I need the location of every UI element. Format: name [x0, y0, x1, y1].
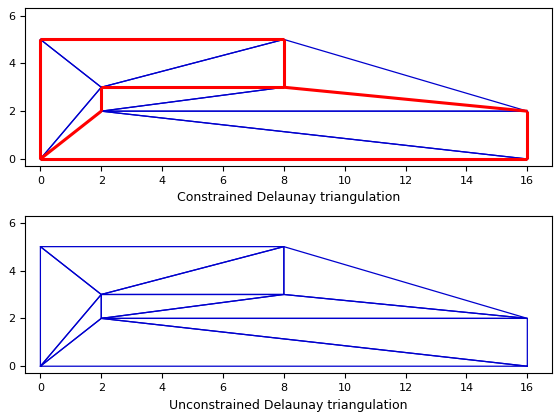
X-axis label: Unconstrained Delaunay triangulation: Unconstrained Delaunay triangulation	[169, 399, 408, 412]
X-axis label: Constrained Delaunay triangulation: Constrained Delaunay triangulation	[177, 192, 400, 205]
